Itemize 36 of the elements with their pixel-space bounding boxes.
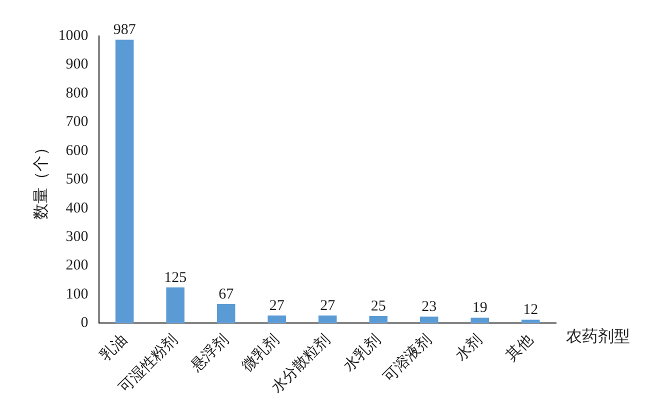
data-label: 27 (320, 298, 336, 314)
y-tick-label: 500 (66, 172, 88, 188)
y-tick-label: 1000 (58, 28, 88, 44)
x-tick-label: 微乳剂 (238, 331, 282, 376)
y-axis-title: 数量（个） (32, 140, 50, 220)
x-axis-title: 农药剂型 (566, 327, 630, 346)
x-tick-label: 乳油 (96, 331, 130, 364)
data-label: 19 (472, 300, 488, 316)
x-tick-label: 其他 (503, 331, 536, 364)
y-tick-label: 0 (80, 315, 88, 332)
data-label: 25 (370, 298, 386, 314)
bar (216, 304, 236, 324)
x-tick-label: 悬浮剂 (187, 331, 232, 376)
bar (115, 40, 134, 324)
y-tick-label: 700 (66, 114, 88, 130)
y-tick-label: 200 (66, 258, 88, 274)
data-label: 67 (218, 286, 234, 302)
y-tick-label: 900 (66, 56, 88, 73)
data-label: 987 (113, 22, 136, 38)
data-label: 27 (269, 298, 285, 314)
data-label: 125 (164, 270, 187, 286)
data-label: 23 (422, 299, 437, 316)
y-tick-label: 400 (66, 200, 88, 216)
bar (369, 316, 388, 324)
bar (470, 318, 490, 324)
bar (420, 316, 438, 324)
x-tick-label: 可溶液剂 (380, 331, 435, 386)
y-tick-label: 100 (66, 286, 88, 302)
bar (268, 315, 286, 324)
y-tick-label: 300 (66, 229, 88, 246)
x-tick-label: 水剂 (452, 331, 486, 364)
bar (318, 315, 337, 324)
y-tick-label: 800 (66, 85, 88, 102)
bar (166, 287, 184, 324)
data-label: 12 (523, 302, 538, 318)
y-tick-label: 600 (66, 142, 88, 159)
